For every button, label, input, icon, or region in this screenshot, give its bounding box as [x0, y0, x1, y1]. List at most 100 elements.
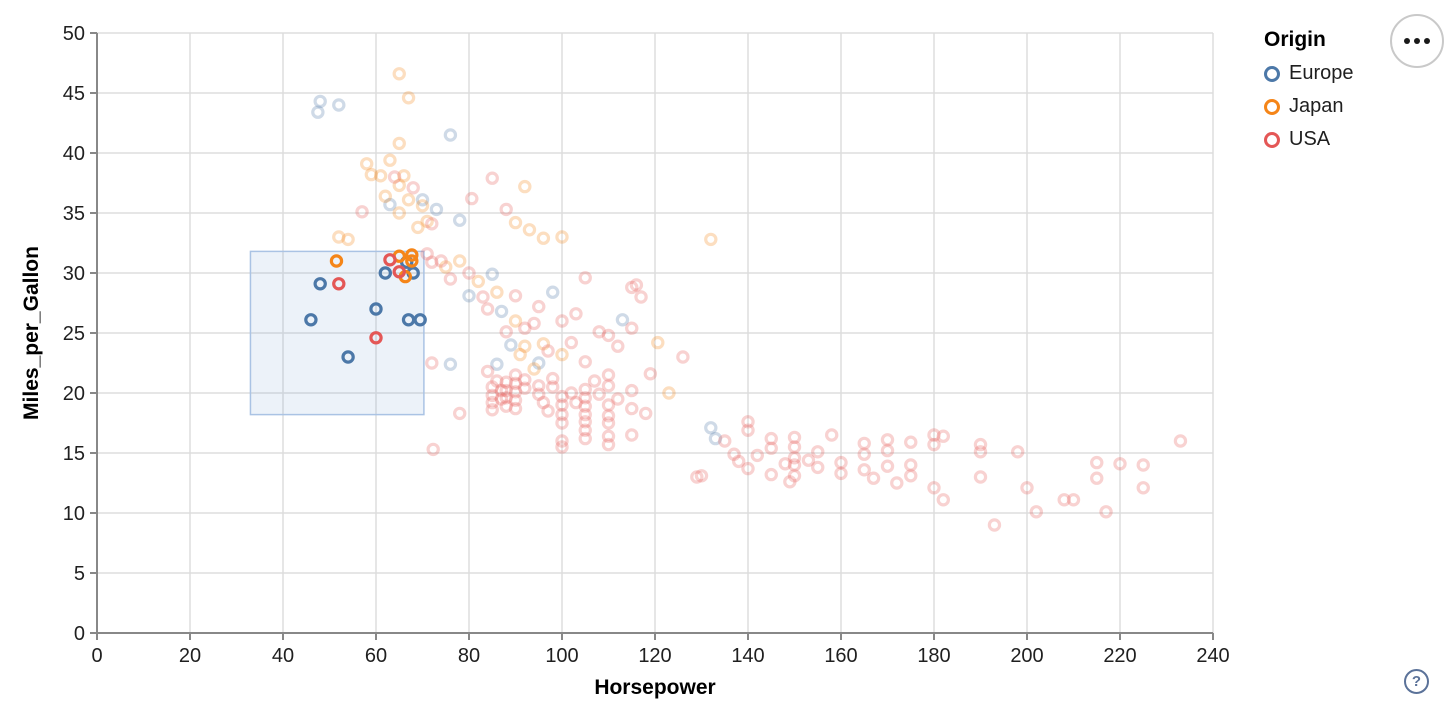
data-point-japan[interactable] — [329, 254, 344, 268]
data-point-usa[interactable] — [485, 403, 499, 417]
data-point-japan[interactable] — [405, 248, 419, 262]
data-point-usa[interactable] — [880, 459, 895, 473]
data-point-europe[interactable] — [304, 313, 318, 327]
data-point-usa[interactable] — [453, 406, 467, 421]
data-point-usa[interactable] — [1020, 481, 1034, 495]
data-point-usa[interactable] — [578, 423, 592, 437]
data-point-usa[interactable] — [629, 278, 644, 292]
data-point-usa[interactable] — [1090, 455, 1104, 470]
data-point-usa[interactable] — [625, 383, 639, 398]
data-point-japan[interactable] — [392, 67, 406, 81]
data-point-usa[interactable] — [880, 443, 895, 458]
data-point-usa[interactable] — [536, 395, 551, 410]
data-point-usa[interactable] — [499, 375, 513, 389]
data-point-europe[interactable] — [494, 304, 509, 319]
data-point-usa[interactable] — [639, 406, 653, 421]
data-point-usa[interactable] — [420, 247, 434, 261]
data-point-usa[interactable] — [443, 272, 458, 286]
data-point-usa[interactable] — [527, 316, 541, 331]
data-point-usa[interactable] — [1099, 505, 1113, 519]
data-point-usa[interactable] — [587, 374, 602, 388]
data-point-japan[interactable] — [508, 215, 523, 230]
data-point-usa[interactable] — [694, 469, 709, 483]
data-point-usa[interactable] — [783, 475, 797, 489]
data-point-usa[interactable] — [508, 385, 523, 399]
data-point-usa[interactable] — [425, 217, 439, 231]
data-point-europe[interactable] — [462, 289, 476, 303]
data-point-usa[interactable] — [465, 191, 479, 206]
data-point-usa[interactable] — [555, 434, 569, 448]
data-point-europe[interactable] — [313, 94, 327, 109]
data-point-usa[interactable] — [825, 428, 839, 442]
data-point-usa[interactable] — [834, 455, 848, 470]
data-point-usa[interactable] — [1057, 493, 1071, 507]
data-point-usa[interactable] — [508, 289, 523, 303]
data-point-usa[interactable] — [787, 430, 802, 445]
data-point-usa[interactable] — [406, 181, 420, 195]
data-point-japan[interactable] — [518, 339, 532, 353]
data-point-usa[interactable] — [601, 429, 616, 443]
data-point-usa[interactable] — [494, 383, 509, 398]
data-point-japan[interactable] — [555, 347, 569, 362]
data-point-usa[interactable] — [532, 379, 546, 393]
data-point-japan[interactable] — [415, 199, 430, 213]
data-point-japan[interactable] — [513, 347, 527, 362]
data-point-japan[interactable] — [453, 254, 467, 268]
data-point-japan[interactable] — [373, 169, 388, 183]
data-point-japan[interactable] — [392, 178, 406, 193]
data-point-japan[interactable] — [378, 189, 392, 203]
data-point-usa[interactable] — [569, 395, 583, 410]
data-point-usa[interactable] — [490, 374, 504, 388]
data-point-europe[interactable] — [369, 302, 383, 316]
data-point-usa[interactable] — [625, 321, 639, 335]
data-point-usa[interactable] — [801, 453, 816, 467]
data-point-europe[interactable] — [429, 202, 444, 217]
data-point-japan[interactable] — [411, 220, 425, 235]
data-point-usa[interactable] — [462, 266, 476, 280]
data-point-japan[interactable] — [490, 285, 504, 299]
data-point-europe[interactable] — [485, 267, 499, 281]
data-point-europe[interactable] — [504, 338, 518, 352]
data-point-japan[interactable] — [392, 136, 406, 151]
legend-item-japan[interactable]: Japan — [1264, 95, 1354, 118]
data-point-usa[interactable] — [387, 170, 402, 184]
data-point-usa[interactable] — [578, 407, 592, 422]
data-point-japan[interactable] — [527, 362, 541, 376]
data-point-usa[interactable] — [592, 387, 606, 401]
data-point-usa[interactable] — [485, 171, 499, 185]
data-point-usa[interactable] — [485, 380, 499, 394]
data-point-usa[interactable] — [499, 325, 513, 339]
data-point-usa[interactable] — [1113, 457, 1127, 471]
data-point-japan[interactable] — [651, 335, 665, 350]
data-point-usa[interactable] — [787, 458, 802, 472]
data-point-usa[interactable] — [392, 265, 406, 279]
data-point-usa[interactable] — [718, 434, 732, 448]
data-point-usa[interactable] — [904, 469, 918, 483]
data-point-usa[interactable] — [426, 442, 440, 457]
data-point-usa[interactable] — [578, 355, 592, 369]
data-point-usa[interactable] — [564, 335, 579, 350]
data-point-usa[interactable] — [1011, 445, 1025, 459]
data-point-usa[interactable] — [987, 518, 1002, 532]
data-point-europe[interactable] — [378, 266, 392, 280]
data-point-usa[interactable] — [578, 431, 592, 446]
data-point-usa[interactable] — [973, 445, 988, 459]
data-point-usa[interactable] — [764, 431, 778, 446]
data-point-usa[interactable] — [578, 271, 592, 285]
data-point-japan[interactable] — [536, 231, 551, 245]
data-point-usa[interactable] — [601, 379, 616, 393]
data-point-usa[interactable] — [476, 290, 490, 304]
data-point-usa[interactable] — [973, 470, 988, 484]
data-point-usa[interactable] — [866, 471, 881, 485]
data-point-usa[interactable] — [332, 277, 346, 291]
data-point-usa[interactable] — [480, 364, 495, 379]
data-point-usa[interactable] — [741, 461, 755, 476]
help-button[interactable]: ? — [1404, 669, 1429, 694]
data-point-usa[interactable] — [927, 437, 941, 452]
data-point-usa[interactable] — [857, 436, 871, 451]
data-point-usa[interactable] — [555, 440, 569, 454]
data-point-usa[interactable] — [541, 404, 555, 418]
data-point-usa[interactable] — [1090, 471, 1104, 485]
data-point-japan[interactable] — [392, 206, 406, 220]
data-point-usa[interactable] — [1029, 505, 1044, 519]
